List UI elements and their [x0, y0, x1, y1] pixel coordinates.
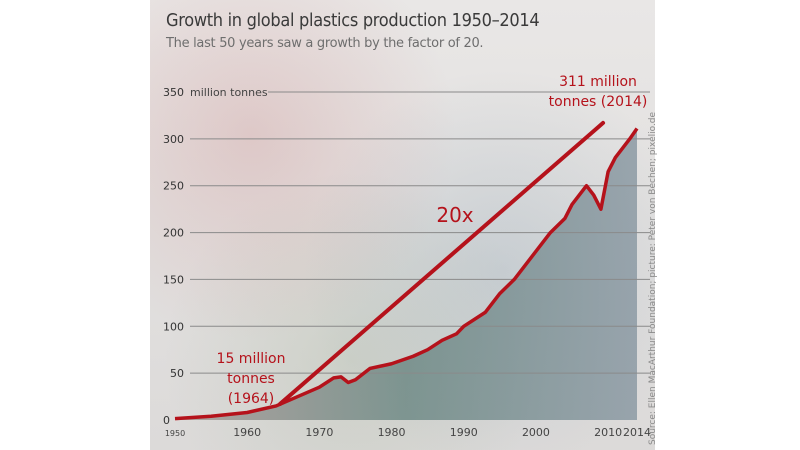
annotation-2014-line: 311 million — [559, 74, 637, 90]
x-tick-label: 1990 — [450, 426, 478, 439]
y-tick-label: 200 — [163, 227, 184, 240]
trend-line — [278, 120, 606, 406]
y-tick-label: 300 — [163, 133, 184, 146]
y-axis-unit-label: million tonnes — [190, 86, 268, 99]
x-tick-label: 1950 — [165, 429, 185, 438]
y-tick-label: 350 — [163, 86, 184, 99]
y-tick-label: 100 — [163, 320, 184, 333]
trend-label: 20x — [436, 203, 473, 227]
annotation-1964-line: tonnes — [227, 371, 275, 387]
y-tick-label: 250 — [163, 180, 184, 193]
chart-title: Growth in global plastics production 195… — [166, 10, 540, 31]
source-credit: Source: Ellen MacArthur Foundation; pict… — [648, 111, 658, 445]
x-tick-label: 1960 — [233, 426, 261, 439]
chart-subtitle: The last 50 years saw a growth by the fa… — [166, 36, 484, 51]
x-tick-label: 2010 — [594, 426, 622, 439]
x-tick-label: 1980 — [378, 426, 406, 439]
y-tick-label: 0 — [163, 414, 170, 427]
x-tick-label: 2000 — [522, 426, 550, 439]
y-tick-label: 150 — [163, 273, 184, 286]
annotation-1964-line: (1964) — [228, 391, 275, 407]
annotation-1964-line: 15 million — [217, 351, 286, 367]
series-line — [174, 127, 639, 421]
y-tick-label: 50 — [170, 367, 184, 380]
x-tick-label: 2014 — [623, 426, 651, 439]
annotation-2014-line: tonnes (2014) — [549, 94, 648, 110]
area-fill — [175, 128, 637, 420]
x-tick-label: 1970 — [305, 426, 333, 439]
